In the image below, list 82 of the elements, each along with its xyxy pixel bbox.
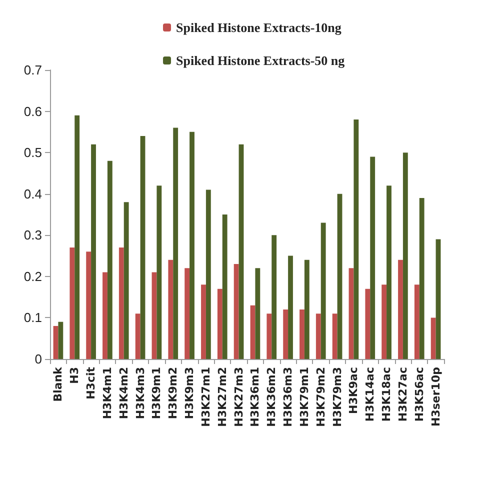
x-tick-label: H3K27m1 (199, 367, 212, 427)
bar (316, 314, 321, 359)
x-tick-label: H3K79m1 (298, 367, 311, 427)
y-tick-label: 0.3 (24, 228, 42, 243)
y-tick-label: 0 (34, 352, 42, 366)
bar (74, 115, 80, 359)
y-tick-label: 0.4 (24, 186, 42, 202)
bar (107, 160, 112, 359)
y-tick-label: 0.1 (24, 310, 42, 326)
bar (135, 314, 140, 359)
y-tick-label: 0.5 (24, 145, 42, 160)
x-tick-label: H3K56ac (412, 367, 426, 422)
bar (184, 268, 190, 359)
bar (124, 202, 129, 359)
bar (53, 326, 58, 359)
y-tick-label: 0.7 (24, 62, 42, 78)
bar (168, 260, 174, 359)
x-tick-label: H3K9m3 (183, 367, 196, 420)
x-tick-label: H3K4m2 (117, 367, 130, 420)
bar (201, 284, 206, 359)
bar (283, 309, 288, 359)
x-tick-label: H3K14ac (364, 367, 377, 422)
bar (304, 260, 310, 359)
x-tick-label: H3 (68, 367, 82, 384)
x-tick-label: Blank (52, 366, 65, 402)
bar (386, 186, 392, 359)
bar (86, 252, 92, 359)
bar (255, 268, 260, 359)
x-tick-label: H3K9ac (347, 367, 360, 414)
x-tick-label: H3K36m3 (282, 367, 295, 427)
bar (272, 235, 277, 359)
bar (140, 136, 146, 359)
x-tick-label: H3K9m2 (166, 367, 180, 420)
x-tick-label: H3K79m2 (314, 367, 328, 427)
bar (206, 190, 211, 359)
x-tick-label: H3K9m1 (150, 367, 164, 420)
x-tick-label: H3K36m1 (248, 367, 262, 427)
bar (320, 222, 326, 359)
x-tick-label: H3K36m2 (265, 367, 278, 427)
bar (365, 288, 370, 359)
bar (354, 120, 359, 359)
bar (190, 132, 194, 359)
bar (300, 309, 304, 359)
bar (217, 288, 222, 359)
bar (337, 194, 342, 359)
y-tick-label: 0.6 (24, 104, 42, 119)
bar (222, 214, 228, 359)
y-tick-label: 0.2 (24, 268, 42, 284)
bar (419, 198, 424, 359)
bar (250, 305, 256, 359)
bar (398, 260, 403, 359)
x-tick-label: H3K27m3 (232, 367, 246, 427)
legend-label: Spiked Histone Extracts-50 ng (176, 53, 346, 68)
x-tick-label: H3ser10p (429, 366, 442, 426)
bar (288, 256, 293, 359)
bar (402, 152, 408, 359)
x-tick-label: H3K4m3 (134, 367, 147, 420)
bar (70, 248, 75, 359)
bar (382, 284, 387, 359)
bar (266, 314, 272, 359)
bar (156, 186, 162, 359)
x-tick-label: H3K27m2 (216, 367, 229, 427)
bar (436, 239, 441, 359)
bar (58, 322, 64, 359)
bar (414, 284, 420, 359)
x-tick-label: H3K79m3 (330, 367, 344, 427)
bar (238, 144, 244, 359)
bar (348, 268, 354, 359)
bar (152, 272, 157, 359)
x-tick-label: H3K18ac (380, 367, 394, 422)
bar (332, 314, 338, 359)
bar (234, 264, 239, 359)
x-tick-label: H3K27ac (396, 367, 410, 422)
bar (370, 156, 376, 359)
legend-label: Spiked Histone Extracts-10ng (176, 20, 342, 35)
bar (118, 248, 124, 359)
bar (91, 144, 96, 359)
x-tick-label: H3K4m1 (100, 367, 114, 420)
bar (173, 128, 178, 359)
bar (102, 272, 108, 359)
x-tick-label: H3cit (84, 367, 98, 400)
bar (430, 318, 436, 359)
